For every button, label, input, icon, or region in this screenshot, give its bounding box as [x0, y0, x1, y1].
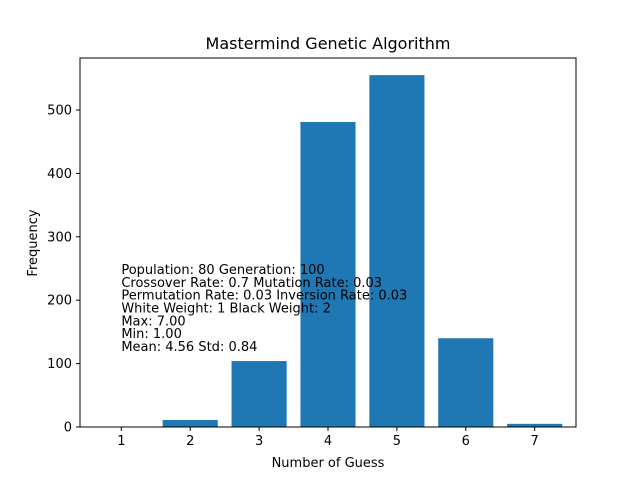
annotation-line: Mean: 4.56 Std: 0.84 — [121, 340, 257, 355]
x-tick-label: 3 — [255, 434, 263, 449]
y-axis-ticks: 0 100 200 300 400 500 — [47, 103, 80, 436]
x-tick-label: 7 — [531, 434, 539, 449]
annotation-line: White Weight: 1 Black Weight: 2 — [121, 302, 331, 317]
x-tick-label: 1 — [117, 434, 125, 449]
y-tick-label: 100 — [47, 357, 72, 372]
bar-7 — [507, 423, 563, 427]
annotation-line: Min: 1.00 — [121, 327, 182, 342]
bar-3 — [231, 361, 287, 427]
x-axis-label: Number of Guess — [272, 456, 385, 471]
y-tick-label: 0 — [64, 421, 72, 436]
x-tick-label: 2 — [186, 434, 194, 449]
bar-5 — [369, 75, 425, 428]
y-tick-label: 400 — [47, 167, 72, 182]
bar-2 — [162, 420, 218, 427]
y-tick-label: 500 — [47, 103, 72, 118]
x-tick-label: 4 — [324, 434, 332, 449]
chart-title: Mastermind Genetic Algorithm — [206, 34, 451, 53]
annotation-line: Max: 7.00 — [121, 314, 185, 329]
x-tick-label: 5 — [393, 434, 401, 449]
y-tick-label: 200 — [47, 294, 72, 309]
bars-group — [162, 75, 563, 428]
x-axis-ticks: 1 2 3 4 5 6 7 — [117, 427, 539, 449]
y-axis-label: Frequency — [26, 209, 41, 276]
bar-6 — [438, 338, 494, 427]
x-tick-label: 6 — [462, 434, 470, 449]
annotation-line: Permutation Rate: 0.03 Inversion Rate: 0… — [121, 289, 407, 304]
bar-4 — [300, 122, 356, 427]
y-tick-label: 300 — [47, 230, 72, 245]
annotation-line: Population: 80 Generation: 100 — [121, 263, 324, 278]
stats-annotation: Population: 80 Generation: 100Crossover … — [121, 263, 407, 355]
annotation-line: Crossover Rate: 0.7 Mutation Rate: 0.03 — [121, 276, 382, 291]
